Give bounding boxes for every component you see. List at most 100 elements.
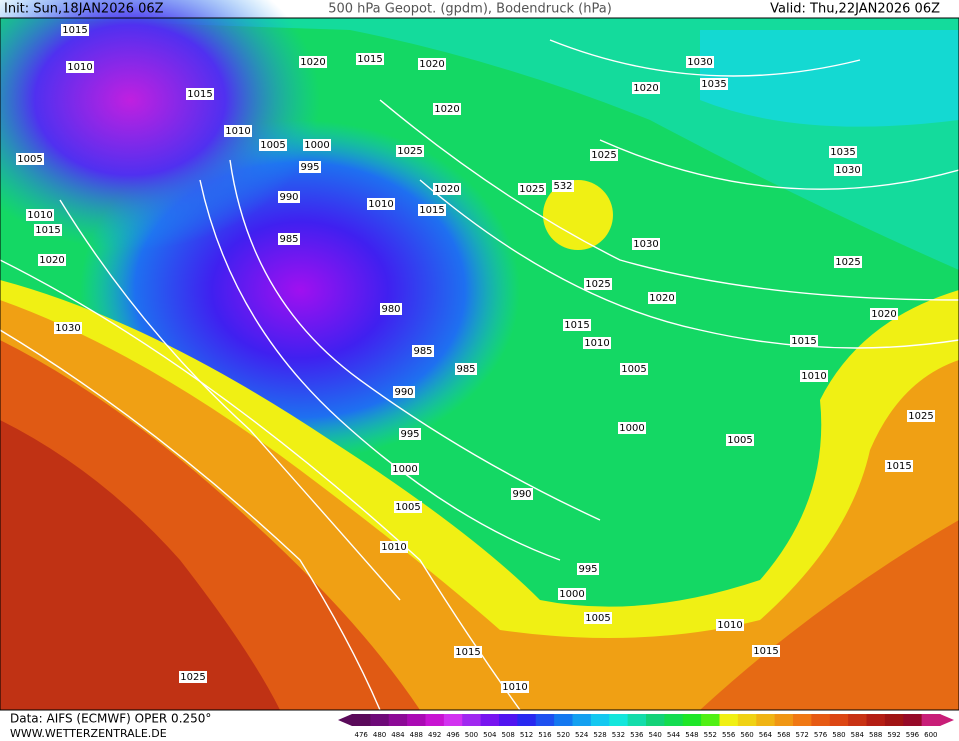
label-box (618, 422, 646, 434)
label-box (394, 501, 422, 513)
label-box (632, 82, 660, 94)
init-time: Init: Sun,18JAN2026 06Z (4, 2, 164, 17)
label-box (259, 139, 287, 151)
isobar-label: 1015 (357, 54, 382, 65)
colorbar-box (829, 714, 849, 726)
colorbar-label: 596 (906, 731, 920, 739)
colorbar-label: 560 (740, 731, 753, 739)
isobar-label: 985 (279, 234, 298, 245)
site: WWW.WETTERZENTRALE.DE (10, 727, 167, 740)
colorbar-label: 532 (612, 731, 625, 739)
colorbar-label: 544 (667, 731, 681, 739)
label-box (648, 292, 676, 304)
label-box (907, 410, 935, 422)
label-box (179, 671, 207, 683)
isobar-label: 1025 (908, 411, 933, 422)
colorbar-box (462, 714, 482, 726)
label-box (752, 645, 780, 657)
label-box (454, 646, 482, 658)
isobar-label: 1015 (187, 89, 212, 100)
colorbar-box (903, 714, 923, 726)
colorbar-label: 488 (410, 731, 423, 739)
colorbar-box (572, 714, 592, 726)
isobar-label: 1020 (419, 59, 444, 70)
colorbar-box (590, 714, 610, 726)
label-box (829, 146, 857, 158)
colorbar-box (756, 714, 776, 726)
isobar-label: 1010 (717, 620, 742, 631)
colorbar-label: 496 (446, 731, 460, 739)
label-box (278, 233, 300, 245)
map-frame (0, 17, 959, 711)
isobar-label: 980 (381, 304, 400, 315)
isobar-label: 1000 (392, 464, 417, 475)
isobar-label: 1000 (619, 423, 644, 434)
isobar-label: 985 (413, 346, 432, 357)
colorbar-label: 600 (924, 731, 937, 739)
colorbar-label: 552 (704, 731, 717, 739)
label-box (584, 612, 612, 624)
colorbar-box (719, 714, 739, 726)
isobar-label: 1010 (225, 126, 250, 137)
colorbar-label: 476 (355, 731, 369, 739)
isobar-label: 1020 (434, 184, 459, 195)
colorbar-box (737, 714, 757, 726)
label-box (391, 463, 419, 475)
label-box (54, 322, 82, 334)
label-box (367, 198, 395, 210)
isobar-label: 1015 (419, 205, 444, 216)
isobar-label: 1020 (633, 83, 658, 94)
label-box (433, 183, 461, 195)
isobar-label: 995 (300, 162, 319, 173)
isobar-label: 1010 (27, 210, 52, 221)
colorbar-box (352, 714, 371, 726)
colorbar-box (480, 714, 500, 726)
label-box (303, 139, 331, 151)
isobar-label: 1015 (886, 461, 911, 472)
isobar-label: 1035 (830, 147, 855, 158)
label-box (632, 238, 660, 250)
colorbar-box (407, 714, 426, 726)
label-box (552, 180, 574, 192)
label-box (800, 370, 828, 382)
colorbar-label: 528 (593, 731, 606, 739)
colorbar-box (848, 714, 867, 726)
colorbar-box (646, 714, 665, 726)
colorbar-box (388, 714, 408, 726)
label-box (726, 434, 754, 446)
colorbar-arrow-right (940, 714, 954, 726)
isobar-label: 990 (512, 489, 531, 500)
label-box (577, 563, 599, 575)
label-box (418, 58, 446, 70)
colorbar-label: 580 (832, 731, 845, 739)
colorbar-box (609, 714, 629, 726)
colorbar-label: 584 (851, 731, 865, 739)
label-box (870, 308, 898, 320)
isobar-label: 990 (394, 387, 413, 398)
label-box (186, 88, 214, 100)
label-box (380, 541, 408, 553)
colorbar-label: 500 (465, 731, 478, 739)
label-box (299, 56, 327, 68)
map-title: 500 hPa Geopot. (gpdm), Bodendruck (hPa) (328, 2, 612, 17)
colorbar-label: 480 (373, 731, 386, 739)
isobar-label: 1015 (455, 647, 480, 658)
label-box (16, 153, 44, 165)
isobar-label: 1010 (381, 542, 406, 553)
isobar-label: 1015 (791, 336, 816, 347)
label-box (700, 78, 728, 90)
isobar-label: 1025 (519, 184, 544, 195)
isobar-label: 1020 (39, 255, 64, 266)
isobar-label: 1015 (62, 25, 87, 36)
label-box (34, 224, 62, 236)
colorbar-box (443, 714, 463, 726)
colorbar-box (921, 714, 941, 726)
colorbar-box (627, 714, 647, 726)
isobar-label: 1025 (180, 672, 205, 683)
colorbar-box (701, 714, 720, 726)
isobar-label: 1030 (835, 165, 860, 176)
isobar-label: 1010 (368, 199, 393, 210)
isobar-label: 1010 (801, 371, 826, 382)
isobar-label: 532 (553, 181, 572, 192)
